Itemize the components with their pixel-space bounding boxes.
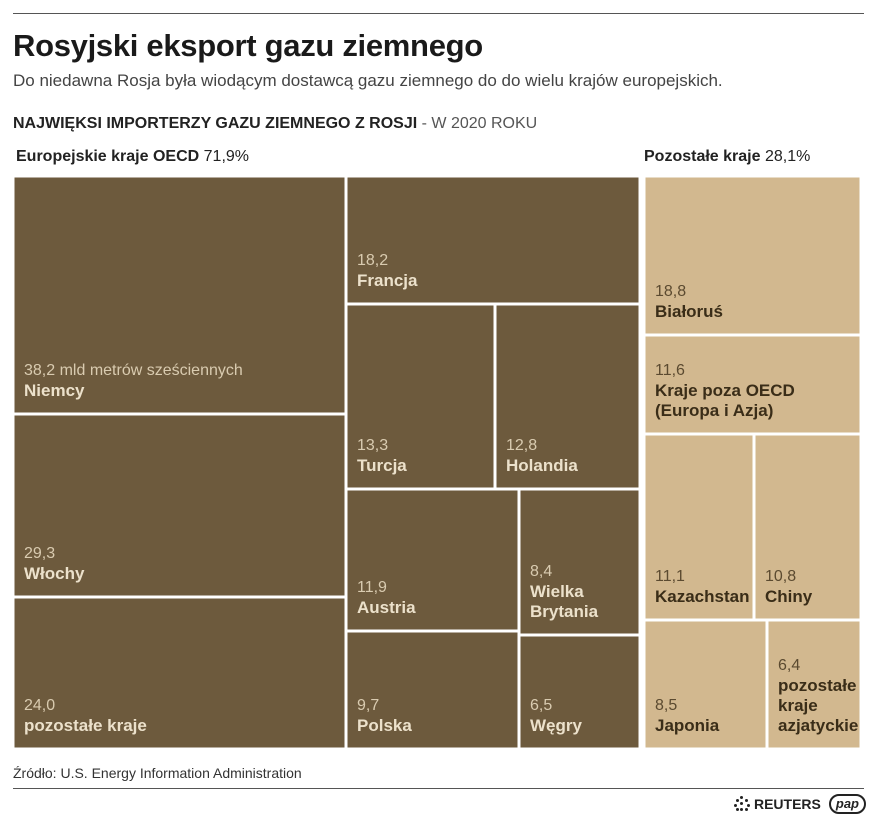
country-label-wielka-brytania-2: Brytania xyxy=(530,602,599,621)
section-heading: NAJWIĘKSI IMPORTERZY GAZU ZIEMNEGO Z ROS… xyxy=(13,115,537,133)
value-label-wielka-brytania: 8,4 xyxy=(530,563,552,580)
group-share-other: 28,1% xyxy=(764,148,811,165)
section-heading-bold: NAJWIĘKSI IMPORTERZY GAZU ZIEMNEGO Z ROS… xyxy=(13,115,418,132)
group-label-other: Pozostałe kraje 28,1% xyxy=(644,148,810,166)
country-label-wielka-brytania-1: Wielka xyxy=(530,582,584,601)
country-label-polska: Polska xyxy=(357,716,412,735)
value-label-niemcy: 38,2 mld metrów sześciennych xyxy=(24,362,243,379)
value-label-bialorus: 18,8 xyxy=(655,283,686,300)
country-label-chiny: Chiny xyxy=(765,587,813,606)
value-label-turcja: 13,3 xyxy=(357,437,388,454)
country-label-bialorus: Białoruś xyxy=(655,302,723,321)
treemap-cell-francja xyxy=(344,174,642,306)
group-name-other: Pozostałe kraje xyxy=(644,148,761,165)
value-label-japonia: 8,5 xyxy=(655,697,677,714)
group-share-oecd: 71,9% xyxy=(203,148,250,165)
reuters-dots-icon xyxy=(733,796,750,812)
treemap-cell-chiny xyxy=(752,432,863,622)
country-label-pozostale-kraje-azjatyckie-3: azjatyckie xyxy=(778,716,858,735)
value-label-chiny: 10,8 xyxy=(765,568,796,585)
treemap-cell-niemcy xyxy=(11,174,348,416)
top-rule xyxy=(13,13,864,14)
value-label-pozostale-kraje-azjatyckie: 6,4 xyxy=(778,657,800,674)
country-label-pozostale-kraje: pozostałe kraje xyxy=(24,716,147,735)
country-label-pozostale-kraje-azjatyckie-2: kraje xyxy=(778,696,818,715)
reuters-wordmark: REUTERS xyxy=(753,796,821,812)
treemap-cell-kraje-poza-oecd-europa-i-azja xyxy=(642,333,863,436)
value-label-pozostale-kraje: 24,0 xyxy=(24,697,55,714)
country-label-japonia: Japonia xyxy=(655,716,720,735)
logos: REUTERS pap xyxy=(733,794,866,814)
country-label-niemcy: Niemcy xyxy=(24,381,85,400)
country-label-wlochy: Włochy xyxy=(24,564,85,583)
value-label-kraje-poza-oecd-europa-i-azja: 11,6 xyxy=(655,362,685,379)
treemap-cell-pozostale-kraje-azjatyckie xyxy=(765,618,863,751)
value-label-holandia: 12,8 xyxy=(506,437,537,454)
treemap-cell-pozostale-kraje xyxy=(11,595,348,751)
reuters-logo: REUTERS xyxy=(733,796,821,812)
source-note: Źródło: U.S. Energy Information Administ… xyxy=(13,765,302,781)
pap-logo: pap xyxy=(828,794,866,814)
chart-subtitle: Do niedawna Rosja była wiodącym dostawcą… xyxy=(13,71,723,90)
treemap-cell-kazachstan xyxy=(642,432,756,622)
country-label-pozostale-kraje-azjatyckie-1: pozostałe xyxy=(778,676,856,695)
bottom-rule xyxy=(13,788,864,789)
chart-title: Rosyjski eksport gazu ziemnego xyxy=(13,28,483,63)
country-label-turcja: Turcja xyxy=(357,456,407,475)
treemap-cell-polska xyxy=(344,629,521,751)
value-label-austria: 11,9 xyxy=(357,579,387,596)
value-label-polska: 9,7 xyxy=(357,697,379,714)
country-label-austria: Austria xyxy=(357,598,416,617)
country-label-francja: Francja xyxy=(357,271,418,290)
value-label-francja: 18,2 xyxy=(357,252,388,269)
country-label-kraje-poza-oecd-europa-i-azja-1: Kraje poza OECD xyxy=(655,381,795,400)
group-name-oecd: Europejskie kraje OECD xyxy=(16,148,200,165)
value-label-wlochy: 29,3 xyxy=(24,545,55,562)
group-label-oecd: Europejskie kraje OECD 71,9% xyxy=(16,148,249,166)
treemap-cell-bialorus xyxy=(642,174,863,337)
section-heading-year: - W 2020 ROKU xyxy=(417,115,538,132)
country-label-kazachstan: Kazachstan xyxy=(655,587,749,606)
value-label-wegry: 6,5 xyxy=(530,697,552,714)
treemap-cell-wegry xyxy=(517,633,642,751)
country-label-wegry: Węgry xyxy=(530,716,583,735)
country-label-kraje-poza-oecd-europa-i-azja-2: (Europa i Azja) xyxy=(655,401,773,420)
value-label-kazachstan: 11,1 xyxy=(655,568,685,585)
treemap-cell-wielka-brytania xyxy=(517,487,642,637)
country-label-holandia: Holandia xyxy=(506,456,578,475)
